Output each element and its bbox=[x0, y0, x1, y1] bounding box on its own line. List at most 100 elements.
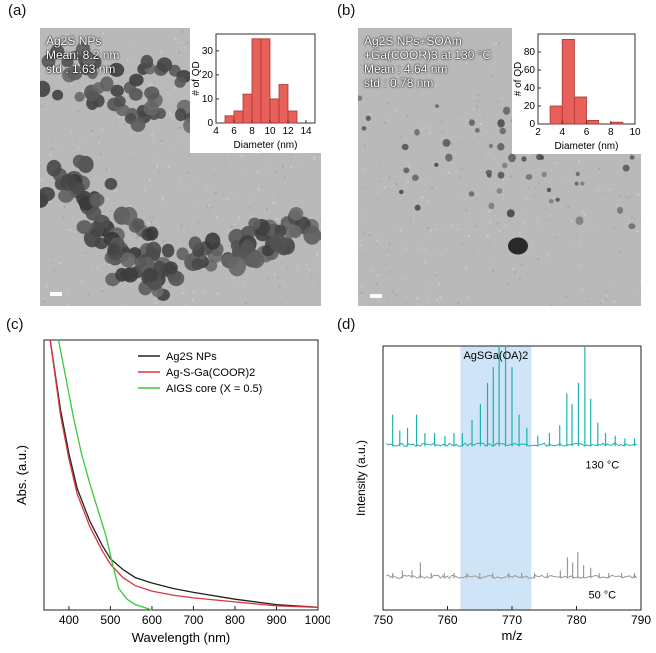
tem-noise bbox=[281, 282, 284, 284]
nanoparticle bbox=[629, 155, 635, 160]
tem-noise bbox=[436, 186, 439, 189]
tem-noise bbox=[165, 115, 168, 118]
nanoparticle bbox=[497, 142, 505, 151]
tem-noise bbox=[40, 179, 43, 182]
tem-noise bbox=[495, 215, 498, 218]
tem-noise bbox=[384, 186, 387, 189]
nanoparticle bbox=[248, 217, 261, 230]
x-tick-label: 1000 bbox=[305, 613, 330, 627]
nanoparticle bbox=[67, 65, 83, 81]
tem-noise bbox=[473, 99, 476, 102]
tem-noise bbox=[420, 289, 423, 291]
tem-noise bbox=[81, 90, 84, 93]
tem-noise bbox=[475, 110, 478, 113]
y-axis-label: Abs. (a.u.) bbox=[14, 445, 29, 505]
tem-noise bbox=[123, 305, 126, 306]
tem-noise bbox=[91, 267, 94, 270]
tem-noise bbox=[421, 196, 424, 199]
tem-noise bbox=[436, 299, 439, 302]
tem-noise bbox=[472, 108, 475, 111]
tem-noise bbox=[457, 31, 460, 34]
tem-noise bbox=[397, 38, 400, 41]
nanoparticle bbox=[145, 241, 162, 259]
nanoparticle bbox=[145, 226, 159, 241]
tem-noise bbox=[456, 297, 459, 300]
tem-noise bbox=[596, 189, 599, 192]
nanoparticle bbox=[503, 106, 511, 115]
nanoparticle bbox=[358, 95, 363, 102]
spectrum-baseline-2 bbox=[386, 574, 638, 580]
tem-noise bbox=[474, 217, 477, 220]
tem-noise bbox=[363, 141, 366, 144]
tem-noise bbox=[605, 263, 608, 266]
tem-noise bbox=[582, 169, 585, 172]
tem-noise bbox=[224, 164, 227, 167]
nanoparticle bbox=[82, 54, 96, 68]
hist-bar bbox=[278, 84, 289, 124]
tem-noise bbox=[632, 261, 635, 264]
tem-noise bbox=[180, 30, 183, 33]
tem-noise bbox=[419, 292, 421, 295]
tem-noise bbox=[137, 193, 139, 196]
tem-noise bbox=[379, 64, 381, 67]
tem-noise bbox=[451, 143, 454, 146]
tem-noise bbox=[599, 302, 602, 305]
hist-xtick-label: 10 bbox=[629, 127, 641, 138]
nanoparticle bbox=[525, 174, 533, 180]
tem-noise bbox=[434, 228, 437, 231]
tem-noise bbox=[107, 198, 110, 201]
tem-noise bbox=[72, 146, 75, 149]
nanoparticle bbox=[574, 181, 579, 186]
nanoparticle bbox=[508, 237, 528, 255]
nanoparticle bbox=[120, 252, 136, 268]
tem-noise bbox=[497, 100, 500, 103]
tem-noise bbox=[360, 285, 363, 288]
tem-noise bbox=[418, 130, 421, 133]
tem-noise bbox=[427, 227, 430, 230]
hist-ytick-label: 60 bbox=[524, 65, 536, 76]
tem-noise bbox=[404, 302, 407, 304]
tem-noise bbox=[483, 117, 486, 120]
hist-bar bbox=[610, 121, 624, 125]
tem-noise bbox=[143, 156, 146, 159]
panel-b-label: (b) bbox=[337, 2, 356, 19]
tem-noise bbox=[412, 44, 415, 47]
tem-noise bbox=[493, 158, 496, 161]
tem-noise bbox=[147, 221, 150, 224]
nanoparticle bbox=[435, 104, 440, 109]
tem-noise bbox=[405, 115, 408, 118]
caption-a-line-3: std : 1.63 nm bbox=[46, 62, 116, 76]
tem-noise bbox=[523, 221, 525, 224]
tem-noise bbox=[307, 268, 310, 271]
tem-noise bbox=[399, 230, 402, 233]
tem-noise bbox=[121, 145, 124, 148]
nanoparticle bbox=[445, 153, 453, 162]
caption-a: Ag2S NPs Mean: 8.2 nm std : 1.63 nm bbox=[46, 34, 119, 76]
tem-noise bbox=[276, 218, 279, 221]
tem-noise bbox=[243, 178, 246, 181]
tem-noise bbox=[384, 70, 386, 73]
tem-noise bbox=[208, 204, 211, 207]
x-tick-label: 790 bbox=[631, 613, 651, 627]
tem-noise bbox=[294, 237, 297, 240]
tem-noise bbox=[129, 40, 132, 43]
tem-noise bbox=[549, 214, 552, 217]
nanoparticle bbox=[168, 270, 185, 287]
tem-noise bbox=[232, 276, 235, 279]
nanoparticle bbox=[414, 129, 420, 136]
tem-noise bbox=[54, 191, 57, 194]
tem-noise bbox=[524, 189, 527, 192]
tem-noise bbox=[115, 79, 118, 82]
tem-noise bbox=[84, 252, 87, 255]
tem-noise bbox=[488, 242, 491, 245]
tem-noise bbox=[466, 296, 469, 299]
tem-noise bbox=[80, 271, 83, 273]
tem-noise bbox=[278, 287, 281, 290]
tem-noise bbox=[609, 284, 611, 287]
tem-noise bbox=[179, 178, 182, 181]
tem-noise bbox=[432, 135, 435, 138]
tem-noise bbox=[314, 262, 317, 265]
tem-noise bbox=[432, 39, 435, 42]
tem-noise bbox=[494, 112, 497, 115]
tem-noise bbox=[375, 239, 378, 242]
